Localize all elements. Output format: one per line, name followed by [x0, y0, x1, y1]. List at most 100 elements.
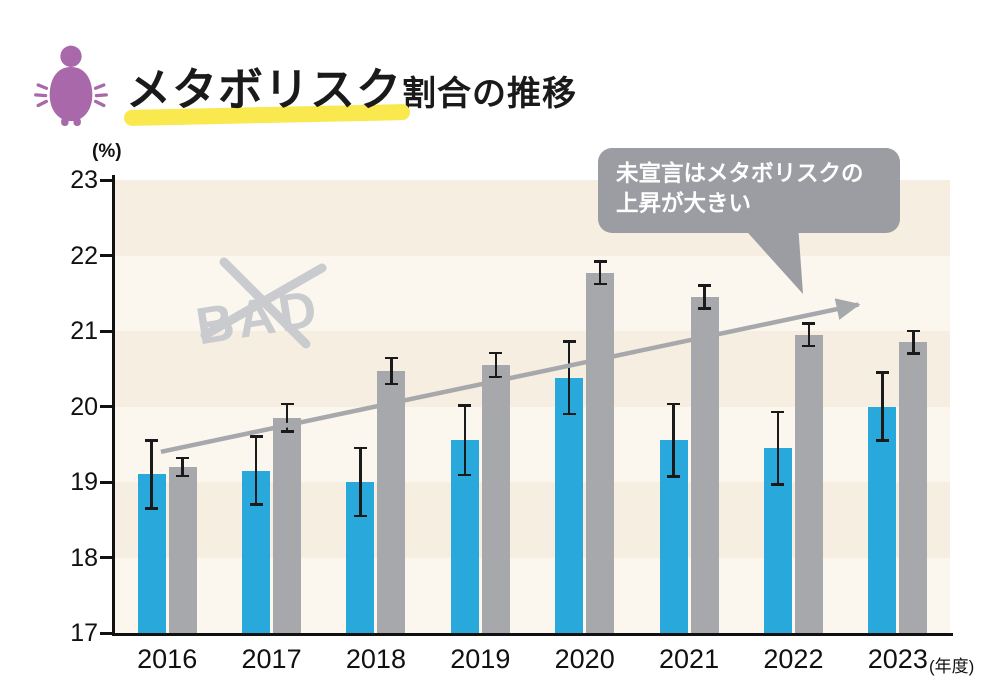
error-bar-cap: [145, 439, 159, 442]
x-tick-label: 2016: [137, 644, 198, 674]
error-bar-cap: [906, 329, 920, 333]
y-axis-line: [112, 175, 115, 636]
plot-band: [115, 482, 950, 558]
y-tick-label: 18: [70, 543, 98, 572]
error-bar-cap: [489, 351, 503, 355]
error-bar-cap: [249, 435, 263, 438]
error-bar-cap: [280, 402, 294, 406]
x-tick-label: 2018: [345, 644, 406, 674]
person-body-icon: [49, 45, 93, 126]
error-bar-cap: [875, 371, 889, 374]
gray-bar: [168, 466, 197, 633]
error-bar: [494, 352, 498, 378]
plot-band: [115, 406, 950, 482]
error-bar: [150, 440, 153, 509]
error-bar-cap: [353, 446, 367, 450]
error-bar-cap: [562, 412, 576, 416]
error-bar-cap: [667, 475, 681, 478]
x-axis-unit-label: (年度): [929, 657, 975, 676]
error-bar-cap: [698, 307, 712, 310]
blue-bar: [555, 377, 584, 633]
error-bar-cap: [458, 404, 472, 407]
x-tick-label: 2017: [241, 644, 302, 674]
title-main-text: メタボリスク: [126, 63, 403, 115]
gray-bar: [794, 334, 823, 633]
y-tick-label: 20: [70, 392, 98, 421]
x-axis-line: [112, 633, 953, 636]
y-tick-mark: [100, 178, 113, 182]
error-bar-cap: [802, 322, 816, 325]
callout-line1: 未宣言はメタボリスクの: [616, 161, 864, 186]
error-bar: [881, 372, 884, 441]
blue-bar: [868, 406, 897, 633]
error-bar: [912, 331, 915, 354]
y-tick-mark: [100, 556, 113, 559]
error-bar: [463, 405, 467, 476]
error-bar: [567, 341, 571, 415]
y-axis-unit-label: (%): [92, 141, 122, 162]
error-bar-cap: [771, 483, 785, 486]
error-bar-cap: [593, 282, 607, 286]
emphasis-marks-icon: [34, 83, 108, 108]
error-bar: [807, 323, 811, 347]
gray-bar: [899, 342, 928, 633]
gray-bar: [273, 417, 302, 633]
y-tick-label: 21: [70, 317, 98, 345]
error-bar: [359, 448, 362, 516]
error-bar-cap: [489, 375, 503, 379]
y-tick-mark: [100, 254, 113, 257]
gray-bar: [586, 272, 615, 633]
error-bar-cap: [906, 352, 920, 355]
error-bar: [598, 261, 602, 285]
error-bar-cap: [176, 474, 190, 478]
header: メタボリスク 割合の推移: [30, 40, 577, 130]
error-bar: [703, 285, 706, 309]
error-bar: [390, 358, 393, 384]
y-tick-mark: [100, 329, 113, 333]
error-bar: [254, 436, 258, 505]
y-tick-label: 22: [70, 241, 98, 270]
y-tick-mark: [100, 631, 113, 635]
error-bar-cap: [667, 402, 681, 406]
error-bar-cap: [802, 344, 816, 348]
error-bar: [776, 411, 780, 485]
x-tick-label: 2019: [450, 644, 511, 674]
error-bar-cap: [353, 514, 367, 518]
error-bar-cap: [698, 284, 712, 287]
gray-bar: [690, 297, 719, 633]
x-tick-label: 2022: [763, 644, 824, 674]
error-bar-cap: [771, 410, 785, 414]
error-bar: [181, 457, 184, 476]
overweight-person-icon: [34, 45, 108, 126]
gray-bar: [377, 371, 406, 633]
error-bar-cap: [249, 503, 263, 506]
y-tick-label: 23: [70, 166, 98, 194]
x-tick-label: 2021: [659, 644, 720, 674]
error-bar-cap: [458, 473, 472, 477]
y-tick-label: 19: [70, 468, 98, 496]
error-bar-cap: [593, 260, 607, 263]
error-bar-cap: [384, 356, 398, 360]
page-title: メタボリスク 割合の推移: [123, 53, 578, 126]
error-bar-cap: [562, 340, 576, 343]
error-bar: [285, 404, 289, 432]
error-bar-cap: [875, 439, 889, 442]
title-sub-text: 割合の推移: [402, 74, 578, 113]
error-bar-cap: [176, 456, 190, 460]
x-tick-label: 2023: [867, 644, 928, 674]
gray-bar: [481, 364, 510, 633]
x-tick-label: 2020: [554, 644, 615, 674]
callout-bubble: 未宣言はメタボリスクの 上昇が大きい: [598, 148, 900, 233]
y-tick-mark: [100, 480, 113, 484]
error-bar: [672, 404, 675, 477]
callout-line2: 上昇が大きい: [616, 191, 752, 217]
title-highlighted-part: メタボリスク: [123, 53, 411, 126]
error-bar-cap: [280, 430, 294, 433]
y-tick-label: 17: [70, 619, 98, 647]
y-tick-mark: [100, 405, 113, 408]
plot-band: [115, 557, 950, 633]
error-bar-cap: [384, 382, 398, 386]
error-bar-cap: [145, 507, 159, 510]
